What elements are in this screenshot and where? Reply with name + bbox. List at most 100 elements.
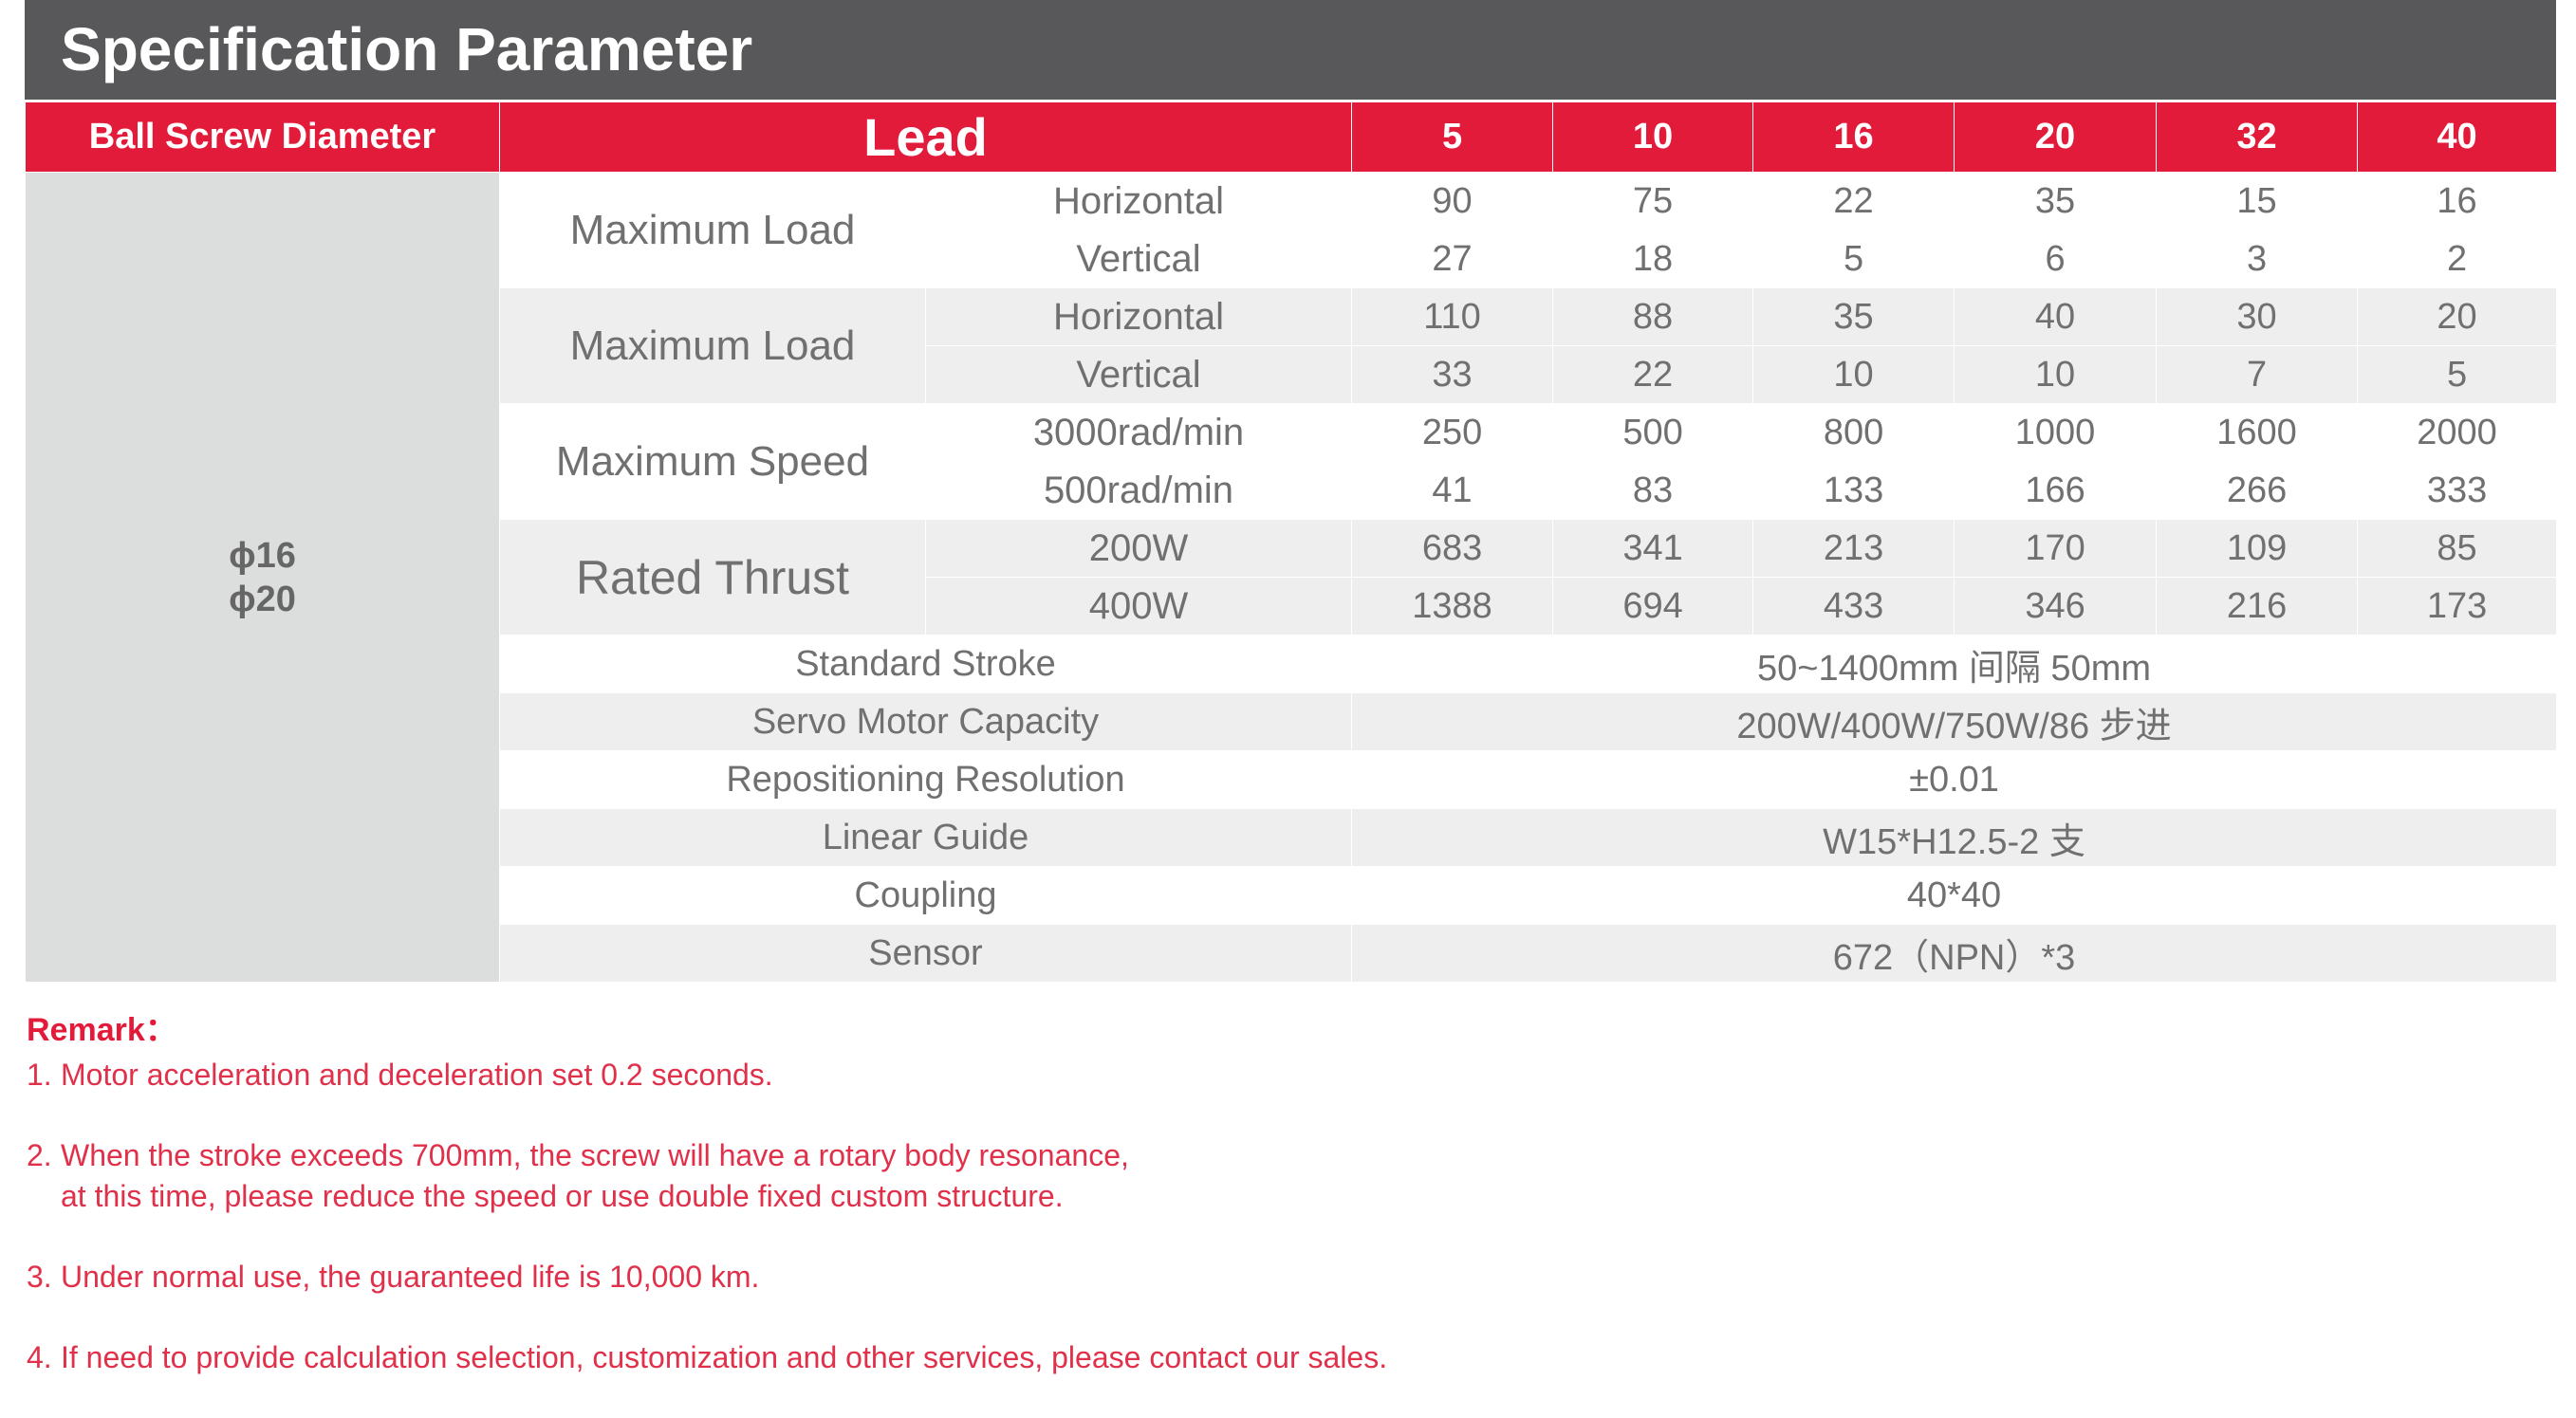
value-cell: 170 (1954, 519, 2158, 578)
group-label: Maximum Load (499, 287, 926, 404)
spec-value: W15*H12.5-2 支 (1351, 808, 2558, 867)
value-cell: 110 (1351, 287, 1554, 346)
value-cell: 27 (1351, 230, 1554, 288)
header-lead-value: 40 (2357, 101, 2558, 173)
spec-table: Ball Screw Diameter Lead 5 10 16 20 32 4… (25, 101, 2558, 983)
table-row: 400W 1388 694 433 346 216 173 (26, 577, 2558, 635)
note-number: 1. (27, 1058, 52, 1092)
group-label: Maximum Speed (499, 403, 926, 520)
diameter-value: ϕ16 (229, 535, 296, 576)
value-cell: 35 (1752, 287, 1955, 346)
diameter-value: ϕ20 (229, 579, 296, 619)
spec-row: Sensor 672（NPN）*3 (26, 924, 2558, 983)
note-number: 3. (27, 1260, 52, 1294)
table-row: 500rad/min 41 83 133 166 266 333 (26, 461, 2558, 520)
spec-label: Standard Stroke (498, 635, 1353, 693)
table-row: ϕ16 ϕ20 Maximum Load Horizontal 90 75 22 35 15 16 (25, 172, 2558, 983)
header-lead-value: 20 (1954, 101, 2158, 173)
spec-value: 40*40 (1351, 866, 2558, 925)
diameter-cell: ϕ16 ϕ20 (25, 172, 500, 983)
remark-notes: 1. Motor acceleration and deceleration se… (27, 1055, 1387, 1418)
sub-label: 200W (924, 519, 1353, 578)
value-cell: 88 (1552, 287, 1754, 346)
value-cell: 683 (1351, 519, 1554, 578)
sub-label: Vertical (924, 345, 1353, 404)
value-cell: 75 (1552, 172, 1754, 230)
header-lead-value: 5 (1351, 101, 1554, 173)
value-cell: 40 (1954, 287, 2158, 346)
spec-row: Standard Stroke 50~1400mm 间隔 50mm (26, 635, 2558, 693)
spec-label: Servo Motor Capacity (498, 692, 1353, 751)
spec-label: Linear Guide (498, 808, 1353, 867)
value-cell: 346 (1954, 577, 2158, 635)
value-cell: 166 (1954, 461, 2158, 520)
header-row: Ball Screw Diameter Lead 5 10 16 20 32 4… (25, 101, 2558, 173)
value-cell: 41 (1351, 461, 1554, 520)
page-title: Specification Parameter (25, 0, 2556, 100)
remark-note: 2. When the stroke exceeds 700mm, the scr… (27, 1135, 1387, 1217)
value-cell: 250 (1351, 403, 1554, 462)
value-cell: 694 (1552, 577, 1754, 635)
note-text: If need to provide calculation selection… (61, 1340, 1388, 1374)
value-cell: 333 (2357, 461, 2558, 520)
value-cell: 216 (2156, 577, 2359, 635)
spec-row: Linear Guide W15*H12.5-2 支 (26, 808, 2558, 867)
spec-row: Coupling 40*40 (26, 866, 2558, 925)
value-cell: 85 (2357, 519, 2558, 578)
value-cell: 266 (2156, 461, 2359, 520)
sub-label: Horizontal (924, 172, 1353, 230)
value-cell: 1000 (1954, 403, 2158, 462)
note-text: Motor acceleration and deceleration set … (61, 1058, 773, 1092)
group-label: Maximum Load (499, 172, 926, 288)
header-lead-value: 16 (1752, 101, 1955, 173)
value-cell: 2000 (2357, 403, 2558, 462)
header-lead: Lead (498, 101, 1353, 173)
remark-note: 1. Motor acceleration and deceleration se… (27, 1055, 1387, 1096)
table-row: Vertical 27 18 5 6 3 2 (26, 230, 2558, 288)
value-cell: 20 (2357, 287, 2558, 346)
spec-label: Repositioning Resolution (498, 750, 1353, 809)
spec-row: Repositioning Resolution ±0.01 (26, 750, 2558, 809)
spec-value: 672（NPN）*3 (1351, 924, 2558, 983)
value-cell: 16 (2357, 172, 2558, 230)
spec-label: Coupling (498, 866, 1353, 925)
table-row: Vertical 33 22 10 10 7 5 (26, 345, 2558, 404)
value-cell: 90 (1351, 172, 1554, 230)
value-cell: 213 (1752, 519, 1955, 578)
note-text: When the stroke exceeds 700mm, the screw… (61, 1138, 1129, 1172)
value-cell: 2 (2357, 230, 2558, 288)
value-cell: 1388 (1351, 577, 1554, 635)
value-cell: 1600 (2156, 403, 2359, 462)
value-cell: 18 (1552, 230, 1754, 288)
sub-label: Vertical (924, 230, 1353, 288)
value-cell: 22 (1552, 345, 1754, 404)
value-cell: 341 (1552, 519, 1754, 578)
value-cell: 35 (1954, 172, 2158, 230)
value-cell: 433 (1752, 577, 1955, 635)
header-lead-value: 10 (1552, 101, 1754, 173)
value-cell: 5 (2357, 345, 2558, 404)
value-cell: 500 (1552, 403, 1754, 462)
value-cell: 173 (2357, 577, 2558, 635)
remark-note: 3. Under normal use, the guaranteed life … (27, 1257, 1387, 1298)
table-row: Maximum Speed 3000rad/min 250 500 800 1000 160… (26, 403, 2558, 520)
value-cell: 15 (2156, 172, 2359, 230)
spec-value: ±0.01 (1351, 750, 2558, 809)
value-cell: 6 (1954, 230, 2158, 288)
sub-label: 500rad/min (924, 461, 1353, 520)
header-diameter: Ball Screw Diameter (25, 101, 500, 173)
sub-label: 3000rad/min (924, 403, 1353, 462)
value-cell: 10 (1954, 345, 2158, 404)
sub-label: Horizontal (924, 287, 1353, 346)
value-cell: 30 (2156, 287, 2359, 346)
value-cell: 5 (1752, 230, 1955, 288)
value-cell: 22 (1752, 172, 1955, 230)
value-cell: 83 (1552, 461, 1754, 520)
group-label: Rated Thrust (499, 519, 926, 635)
remark-title: Remark： (27, 1012, 177, 1048)
table-row: Maximum Load Horizontal 110 88 35 40 30 20 (26, 287, 2558, 404)
note-text: Under normal use, the guaranteed life is… (61, 1260, 760, 1294)
note-text: at this time, please reduce the speed or… (61, 1179, 1064, 1213)
note-number: 4. (27, 1340, 52, 1374)
value-cell: 133 (1752, 461, 1955, 520)
